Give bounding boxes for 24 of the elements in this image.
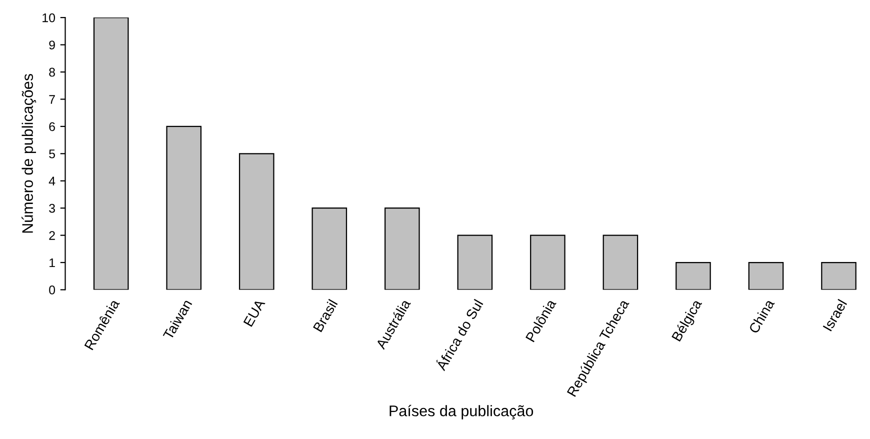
bar <box>676 262 711 290</box>
x-axis-title: Países da publicação <box>390 404 534 420</box>
bar <box>530 234 566 290</box>
bar <box>93 18 129 290</box>
y-tick-label: 7 <box>49 95 55 104</box>
y-tick-label: 9 <box>49 40 55 50</box>
bar <box>821 262 856 290</box>
bar <box>312 208 348 290</box>
bar <box>602 234 638 290</box>
bar <box>748 262 784 290</box>
y-tick-label: 4 <box>48 176 56 186</box>
y-tick-label: 0 <box>49 286 56 294</box>
bar <box>384 208 420 290</box>
y-tick-label: 10 <box>42 13 56 22</box>
y-tick-label: 6 <box>49 122 55 132</box>
y-axis-title: Número de publicações <box>22 74 36 233</box>
bar <box>238 153 274 290</box>
y-tick-label: 5 <box>49 150 56 158</box>
y-tick-label: 3 <box>49 204 55 213</box>
y-tick-label: 8 <box>49 68 55 77</box>
bar <box>166 126 202 290</box>
y-tick-label: 2 <box>49 231 55 240</box>
bar <box>457 234 493 290</box>
y-tick-label: 1 <box>50 258 55 268</box>
